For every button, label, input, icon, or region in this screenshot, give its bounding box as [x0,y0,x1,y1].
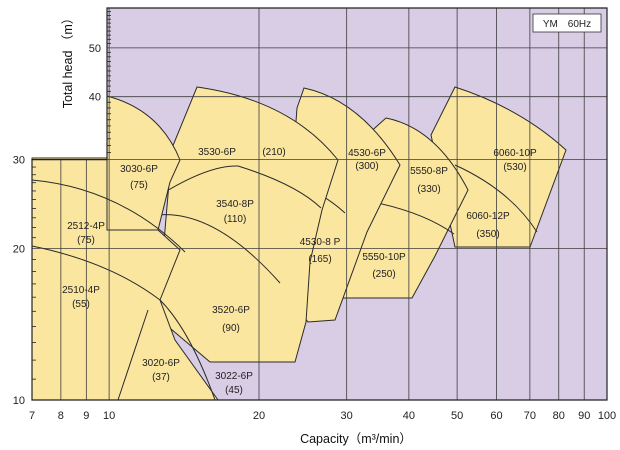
zone-label-2510-4p: 2510-4P [62,285,100,296]
zone-6060-10p [430,86,567,248]
zone-label-6060-10p: 6060-10P [493,148,537,159]
zone-label-4530-6p: 4530-6P [348,148,386,159]
zone-power-3020-6p: (37) [152,372,170,383]
x-tick-label: 7 [29,410,35,422]
zone-label-3020-6p: 3020-6P [142,358,180,369]
zone-label-4530-8-p: 4530-8 P [300,237,341,248]
x-tick-label: 70 [524,410,536,422]
zone-label-3530-6p: 3530-6P [198,147,236,158]
zone-power-6060-10p: (530) [503,162,526,173]
zones-layer [31,86,567,401]
x-tick-label: 90 [578,410,590,422]
boundary-3022-6p [117,309,149,401]
x-tick-label: 30 [341,410,353,422]
x-axis-label: Capacity（m³/min） [300,432,412,446]
y-tick-label: 30 [13,155,25,167]
zone-power-3540-8p: (110) [224,214,247,225]
boundary-3020-6p [31,245,216,401]
x-tick-label: 8 [58,410,64,422]
y-axis-label: Total head （m） [61,12,75,109]
zone-label-5550-10p: 5550-10P [362,252,406,263]
zone-label-3030-6p: 3030-6P [120,164,158,175]
zone-3030-6p [106,95,181,231]
boundary-6060-12p [454,164,538,233]
x-tick-label: 50 [451,410,463,422]
zone-power-6060-12p: (350) [476,229,499,240]
boundary-3540-8p [164,165,322,209]
x-tick-label: 80 [553,410,565,422]
boundary-3520-6p [157,214,281,284]
zone-power-5550-10p: (250) [372,269,395,280]
zone-power-2512-4p: (75) [77,235,95,246]
x-tick-label: 40 [403,410,415,422]
zone-label-6060-12p: 6060-12P [466,211,510,222]
x-tick-label: 100 [598,410,616,422]
zone-label-5550-8p: 5550-8P [410,166,448,177]
x-tick-label: 10 [103,410,115,422]
zone-label-3022-6p: 3022-6P [215,371,253,382]
x-tick-label: 9 [83,410,89,422]
x-tick-label: 60 [490,410,502,422]
zone-power-2510-4p: (55) [72,299,90,310]
plot-frame [31,7,608,401]
zone-power-3520-6p: (90) [222,323,240,334]
zone-3530-6p [157,86,339,363]
y-tick-label: 40 [89,92,101,104]
zone-power-3030-6p: (75) [130,180,148,191]
zone-label-3520-6p: 3520-6P [212,305,250,316]
zone-power-4530-8-p: (165) [308,254,331,265]
zone-power-5550-8p: (330) [417,184,440,195]
zone-power-3530-6p: (210) [262,147,285,158]
y-tick-label: 50 [89,43,101,55]
axes-layer: 7 8 9 10 20 30 40 50 60 70 80 90 100 50 40 30 20 10 [13,7,616,422]
zone-power-3022-6p: (45) [225,385,243,396]
legend-box: YM 60Hz [532,13,602,33]
y-tick-label: 10 [13,395,25,407]
y-tick-label: 20 [13,243,25,255]
zone-labels-layer: 2510-4P (55) 2512-4P (75) 3020-6P (37) 3022-6P… [62,147,537,396]
zone-label-2512-4p: 2512-4P [67,221,105,232]
zone-power-4530-6p: (300) [355,161,378,172]
boundary-2510-4p [31,179,186,253]
zone-label-3540-8p: 3540-8P [216,199,254,210]
x-tick-label: 20 [253,410,265,422]
legend-text: YM 60Hz [543,19,591,30]
